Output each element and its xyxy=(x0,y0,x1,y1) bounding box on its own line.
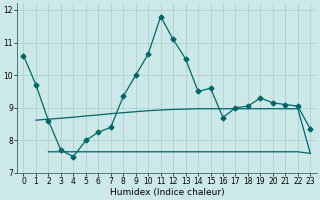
X-axis label: Humidex (Indice chaleur): Humidex (Indice chaleur) xyxy=(109,188,224,197)
